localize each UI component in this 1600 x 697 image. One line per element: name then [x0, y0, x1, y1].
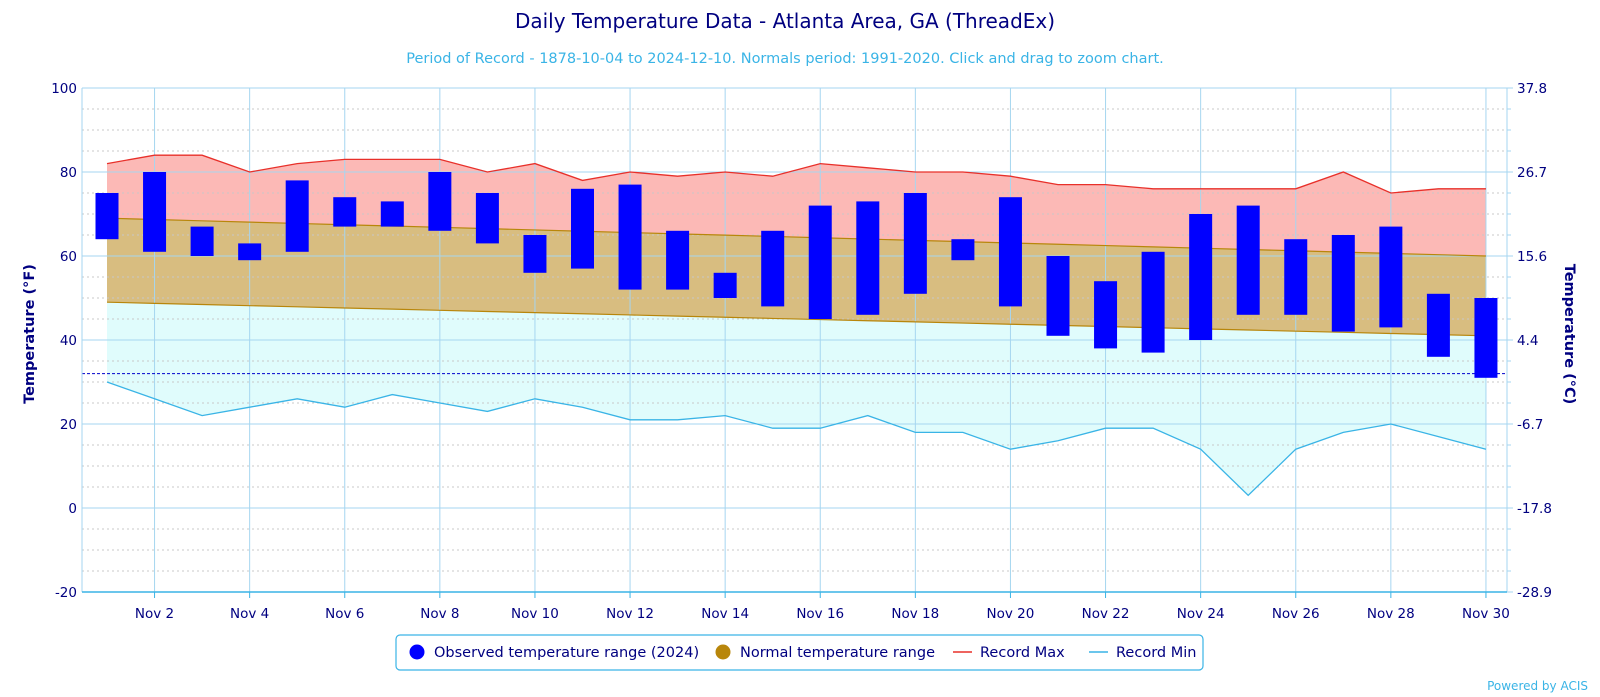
x-tick-label: Nov 18	[891, 606, 939, 622]
observed-bar[interactable]	[1331, 235, 1355, 332]
observed-bar[interactable]	[808, 205, 832, 319]
legend-item-record-max[interactable]: Record Max	[953, 645, 1065, 661]
observed-bar[interactable]	[428, 172, 452, 231]
x-tick-label: Nov 12	[606, 606, 654, 622]
credit-text[interactable]: Powered by ACIS	[1487, 679, 1588, 693]
y-tick-label-left: 80	[60, 165, 77, 181]
y-tick-label-right: -28.9	[1517, 585, 1552, 601]
observed-bar[interactable]	[1094, 281, 1118, 349]
observed-bar[interactable]	[333, 197, 357, 227]
observed-bar[interactable]	[95, 193, 119, 240]
observed-bar[interactable]	[1189, 214, 1213, 340]
axes: -20 -28.9 0 -17.8 20 -6.7 40 4.4 60 15.6 80 26.7 100…	[51, 81, 1552, 622]
observed-bar[interactable]	[951, 239, 975, 261]
legend-normal-label: Normal temperature range	[740, 645, 935, 661]
x-tick-label: Nov 26	[1272, 606, 1320, 622]
x-tick-label: Nov 22	[1082, 606, 1130, 622]
observed-bar[interactable]	[903, 193, 927, 294]
observed-bar[interactable]	[1141, 251, 1165, 353]
observed-bar[interactable]	[190, 226, 214, 256]
x-tick-label: Nov 2	[135, 606, 174, 622]
legend-item-record-min[interactable]: Record Min	[1089, 645, 1196, 661]
normal-range-band	[107, 218, 1486, 336]
observed-bar[interactable]	[618, 184, 642, 290]
y-tick-label-right: 37.8	[1517, 81, 1547, 97]
legend-observed-marker	[409, 644, 425, 660]
observed-bar[interactable]	[1379, 226, 1403, 328]
y-tick-label-right: 15.6	[1517, 249, 1547, 265]
observed-bar[interactable]	[761, 230, 785, 307]
observed-bar[interactable]	[380, 201, 404, 227]
background-bands	[107, 155, 1486, 496]
y-tick-label-right: 4.4	[1517, 333, 1538, 349]
record-min-band	[107, 302, 1486, 496]
legend-item-normal[interactable]: Normal temperature range	[715, 644, 936, 662]
observed-bar[interactable]	[523, 235, 547, 273]
observed-bar[interactable]	[1284, 239, 1308, 315]
legend: Observed temperature range (2024) Normal…	[395, 634, 1204, 671]
y-tick-label-right: 26.7	[1517, 165, 1547, 181]
observed-bar[interactable]	[571, 188, 594, 269]
y-tick-label-left: 60	[60, 249, 77, 265]
x-tick-label: Nov 28	[1367, 606, 1415, 622]
observed-bar[interactable]	[1474, 298, 1498, 378]
observed-bar[interactable]	[285, 180, 309, 252]
y-tick-label-left: -20	[55, 585, 77, 601]
x-tick-label: Nov 10	[511, 606, 559, 622]
x-tick-label: Nov 30	[1462, 606, 1510, 622]
observed-bars[interactable]	[95, 172, 1498, 378]
observed-bar[interactable]	[238, 243, 262, 261]
y-axis-title-right: Temperature (°C)	[1561, 264, 1577, 405]
y-tick-label-right: -6.7	[1517, 417, 1543, 433]
x-tick-label: Nov 4	[230, 606, 269, 622]
legend-box	[395, 634, 1204, 671]
y-tick-label-left: 0	[68, 501, 77, 517]
record-min-line	[106, 381, 1487, 497]
legend-observed-label: Observed temperature range (2024)	[434, 645, 699, 661]
observed-bar[interactable]	[1426, 293, 1450, 357]
x-tick-label: Nov 16	[796, 606, 844, 622]
chart-subtitle: Period of Record - 1878-10-04 to 2024-12…	[406, 51, 1164, 67]
legend-record-min-label: Record Min	[1116, 645, 1196, 661]
observed-bar[interactable]	[1046, 256, 1070, 336]
observed-bar[interactable]	[143, 172, 167, 252]
record-max-line	[106, 154, 1486, 194]
observed-bar[interactable]	[713, 272, 737, 298]
x-tick-label: Nov 8	[420, 606, 459, 622]
legend-normal-marker	[715, 644, 731, 660]
observed-bar[interactable]	[475, 193, 499, 244]
chart-title: Daily Temperature Data - Atlanta Area, G…	[515, 9, 1055, 33]
y-axis-title-left: Temperature (°F)	[22, 264, 38, 404]
x-tick-label: Nov 20	[987, 606, 1035, 622]
record-max-band	[107, 155, 1486, 256]
observed-bar[interactable]	[1236, 205, 1260, 315]
y-tick-label-left: 100	[51, 81, 77, 97]
y-tick-label-left: 40	[60, 333, 77, 349]
y-tick-label-left: 20	[60, 417, 77, 433]
x-tick-label: Nov 6	[325, 606, 364, 622]
y-tick-label-right: -17.8	[1517, 501, 1552, 517]
observed-bar[interactable]	[998, 197, 1022, 307]
observed-bar[interactable]	[666, 230, 690, 290]
x-tick-label: Nov 14	[701, 606, 749, 622]
observed-bar[interactable]	[856, 201, 880, 315]
x-tick-label: Nov 24	[1177, 606, 1225, 622]
normal-low-line	[106, 301, 1486, 337]
legend-record-max-label: Record Max	[980, 645, 1065, 661]
legend-item-observed[interactable]: Observed temperature range (2024)	[409, 644, 700, 662]
